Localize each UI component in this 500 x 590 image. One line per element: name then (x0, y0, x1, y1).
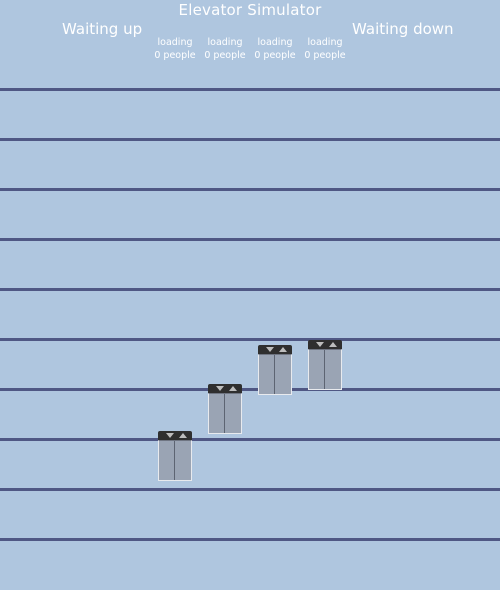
elevator-people-count: 0 people (254, 50, 296, 61)
waiting-down-label: Waiting down (352, 20, 454, 38)
elevator-cabin (258, 354, 292, 395)
elevator-status-3: loading 0 people (250, 36, 300, 62)
elevator-people-count: 0 people (154, 50, 196, 61)
floor-line (0, 388, 500, 391)
elevator-status-4: loading 0 people (300, 36, 350, 62)
elevator-cabin (208, 393, 242, 434)
elevator-car-2 (208, 384, 242, 434)
up-arrow-icon (229, 386, 237, 391)
up-arrow-icon (179, 433, 187, 438)
elevator-status-2: loading 0 people (200, 36, 250, 62)
elevator-people-count: 0 people (304, 50, 346, 61)
elevator-cabin (308, 349, 342, 390)
elevator-state: loading (157, 37, 193, 48)
elevator-status-1: loading 0 people (150, 36, 200, 62)
floor-line (0, 188, 500, 191)
down-arrow-icon (216, 386, 224, 391)
elevator-people-count: 0 people (204, 50, 246, 61)
app-title: Elevator Simulator (178, 1, 322, 19)
down-arrow-icon (316, 342, 324, 347)
elevator-door-split (224, 394, 225, 433)
floor-line (0, 88, 500, 91)
elevator-indicator (258, 345, 292, 354)
floor-line (0, 488, 500, 491)
elevator-door-split (274, 355, 275, 394)
floor-line (0, 238, 500, 241)
elevator-state: loading (307, 37, 343, 48)
floor-line (0, 438, 500, 441)
elevator-state: loading (257, 37, 293, 48)
up-arrow-icon (279, 347, 287, 352)
down-arrow-icon (266, 347, 274, 352)
elevator-cabin (158, 440, 192, 481)
elevator-indicator (308, 340, 342, 349)
floor-line (0, 288, 500, 291)
floor-line (0, 538, 500, 541)
floor-line (0, 338, 500, 341)
down-arrow-icon (166, 433, 174, 438)
elevator-door-split (324, 350, 325, 389)
elevator-indicator (158, 431, 192, 440)
elevator-indicator (208, 384, 242, 393)
elevator-car-4 (308, 340, 342, 390)
floor-line (0, 138, 500, 141)
waiting-up-label: Waiting up (62, 20, 143, 38)
up-arrow-icon (329, 342, 337, 347)
elevator-car-1 (158, 431, 192, 481)
elevator-state: loading (207, 37, 243, 48)
elevator-door-split (174, 441, 175, 480)
elevator-car-3 (258, 345, 292, 395)
